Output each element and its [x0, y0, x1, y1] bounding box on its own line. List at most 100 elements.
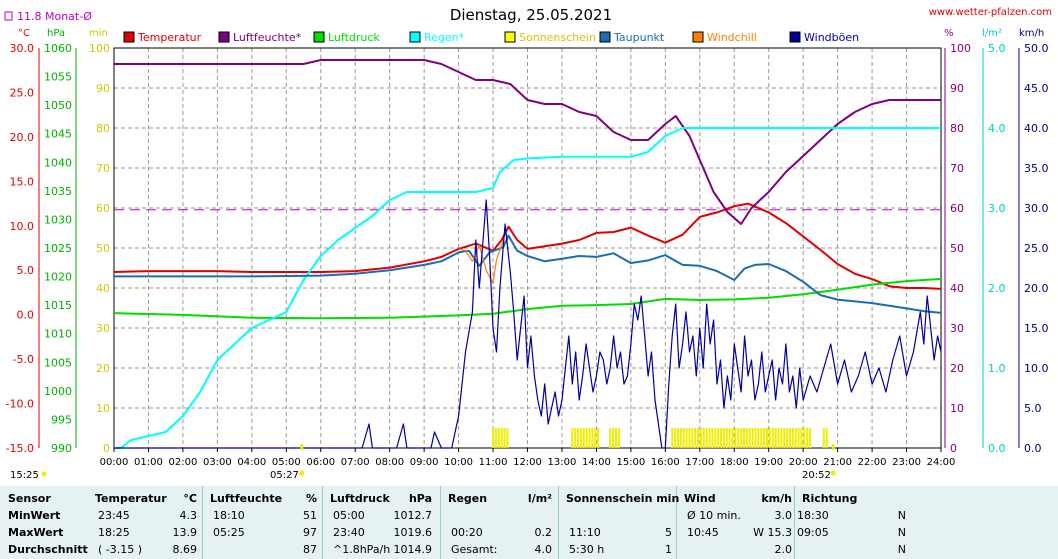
- table-cell: 18:30: [797, 509, 829, 522]
- x-tick-label: 06:00: [306, 457, 335, 468]
- axis-tick-label-wind_kmh: 35.0: [1024, 162, 1049, 175]
- axis-tick-label-sunshine_min: 90: [96, 82, 110, 95]
- axis-tick-label-temperature_c: 0.0: [17, 309, 35, 322]
- axis-tick-label-rain_lm2: 5.0: [988, 42, 1006, 55]
- axis-tick-label-pressure_hpa: 1010: [44, 328, 72, 341]
- x-tick-label: 16:00: [651, 457, 680, 468]
- sun-icon: [41, 471, 47, 477]
- axis-tick-label-sunshine_min: 80: [96, 122, 110, 135]
- table-cell-value: 51: [303, 509, 317, 522]
- legend-swatch: [789, 31, 801, 43]
- series-line-regen: [114, 127, 941, 449]
- x-tick-label: 00:00: [100, 457, 129, 468]
- table-cell: Ø 10 min.: [687, 509, 741, 522]
- axis-tick-label-sunshine_min: 40: [96, 282, 110, 295]
- axis-tick-label-temperature_c: 10.0: [10, 220, 35, 233]
- legend-swatch: [599, 31, 611, 43]
- axis-tick-label-humidity_pct: 50: [950, 242, 964, 255]
- axis-tick-label-rain_lm2: 2.0: [988, 282, 1006, 295]
- chart-legend: Temperatur Luftfeuchte* Luftdruck Regen* Son…: [123, 31, 859, 44]
- x-tick-label: 18:00: [720, 457, 749, 468]
- x-tick-label: 24:00: [927, 457, 956, 468]
- axis-tick-label-pressure_hpa: 990: [51, 442, 72, 455]
- legend-swatch: [123, 31, 135, 43]
- axis-tick-label-pressure_hpa: 1040: [44, 156, 72, 169]
- axis-tick-label-wind_kmh: 30.0: [1024, 202, 1049, 215]
- table-cell: 23:40: [333, 526, 365, 539]
- table-row-label: MaxWert: [8, 526, 64, 539]
- table-row-label: Durchschnitt: [8, 543, 88, 556]
- axis-tick-label-wind_kmh: 40.0: [1024, 122, 1049, 135]
- table-cell-value: 13.9: [172, 526, 198, 539]
- table-cell-value: 0.2: [534, 526, 553, 539]
- axis-tick-label-sunshine_min: 50: [96, 242, 110, 255]
- table-cell-value: 5: [665, 526, 672, 539]
- sun-icon: [299, 470, 305, 476]
- table-divider: [794, 486, 795, 559]
- axis-tick-label-pressure_hpa: 1020: [44, 271, 72, 284]
- series-line-windchill: [458, 239, 504, 285]
- axis-tick-label-wind_kmh: 15.0: [1024, 322, 1049, 335]
- axis-tick-label-humidity_pct: 10: [950, 402, 964, 415]
- axis-tick-label-temperature_c: 5.0: [17, 264, 35, 277]
- axis-tick-label-wind_kmh: 0.0: [1024, 442, 1042, 455]
- statistics-table: Sensor Temperatur °C Luftfeuchte% Luftdruck h…: [0, 486, 1058, 559]
- axis-tick-label-wind_kmh: 50.0: [1024, 42, 1049, 55]
- axis-tick-label-temperature_c: 25.0: [10, 86, 35, 99]
- x-tick-label: 12:00: [513, 457, 542, 468]
- table-cell-value: N: [897, 543, 906, 556]
- axis-tick-label-temperature_c: 20.0: [10, 131, 35, 144]
- table-cell-value: W 15.3: [753, 526, 792, 539]
- axis-tick-label-humidity_pct: 0: [950, 442, 957, 455]
- table-cell: 5:30 h: [569, 543, 605, 556]
- axis-tick-label-humidity_pct: 20: [950, 362, 964, 375]
- axis-tick-label-wind_kmh: 25.0: [1024, 242, 1049, 255]
- table-cell: 23:45: [98, 509, 130, 522]
- table-header: Richtung: [802, 492, 858, 505]
- table-header-unit: %: [305, 492, 317, 505]
- legend-label: Taupunkt: [613, 31, 665, 44]
- table-header: Wind: [684, 492, 716, 505]
- axis-tick-label-rain_lm2: 1.0: [988, 362, 1006, 375]
- table-cell: 00:20: [451, 526, 483, 539]
- series-line-windböen: [114, 199, 942, 449]
- x-tick-label: 14:00: [582, 457, 611, 468]
- table-cell: Gesamt:: [451, 543, 498, 556]
- axis-tick-label-rain_lm2: 4.0: [988, 122, 1006, 135]
- legend-label: Windchill: [707, 31, 757, 44]
- table-cell-value: 8.69: [172, 543, 198, 556]
- sunrise-time: 05:27: [270, 470, 299, 481]
- legend-swatch: [692, 31, 704, 43]
- axis-tick-label-sunshine_min: 70: [96, 162, 110, 175]
- table-cell-value: 4.3: [179, 509, 198, 522]
- x-tick-label: 15:00: [616, 457, 645, 468]
- legend-label: Sonnenschein: [519, 31, 596, 44]
- chart-axes: 00:00 01:00 02:00 03:00 04:00 05:00 06:00 07:00…: [6, 42, 1049, 477]
- x-tick-label: 17:00: [685, 457, 714, 468]
- axis-tick-label-rain_lm2: 3.0: [988, 202, 1006, 215]
- legend-swatch: [218, 31, 230, 43]
- table-cell: 10:45: [687, 526, 719, 539]
- axis-tick-label-humidity_pct: 80: [950, 122, 964, 135]
- table-header: Luftdruck: [330, 492, 390, 505]
- x-tick-label: 02:00: [169, 457, 198, 468]
- x-tick-label: 19:00: [754, 457, 783, 468]
- axis-tick-label-pressure_hpa: 1050: [44, 99, 72, 112]
- axis-tick-label-sunshine_min: 60: [96, 202, 110, 215]
- table-row-label: MinWert: [8, 509, 61, 522]
- table-header: Sensor: [8, 492, 51, 505]
- axis-tick-label-temperature_c: -5.0: [13, 353, 34, 366]
- table-cell-value: 3.0: [774, 509, 793, 522]
- axis-tick-label-humidity_pct: 40: [950, 282, 964, 295]
- unit-sunshine: min: [89, 28, 108, 39]
- axis-tick-label-temperature_c: -10.0: [6, 398, 34, 411]
- table-cell-value: 4.0: [534, 543, 553, 556]
- series-line-temperatur: [113, 202, 942, 290]
- legend-swatch: [313, 31, 325, 43]
- axis-tick-label-sunshine_min: 10: [96, 402, 110, 415]
- axis-tick-label-pressure_hpa: 1030: [44, 213, 72, 226]
- table-cell: ( -3.15 ): [98, 543, 143, 556]
- sunset-time: 20:52: [802, 470, 831, 481]
- chart-marks: [113, 59, 942, 450]
- sun-icon: [830, 470, 836, 476]
